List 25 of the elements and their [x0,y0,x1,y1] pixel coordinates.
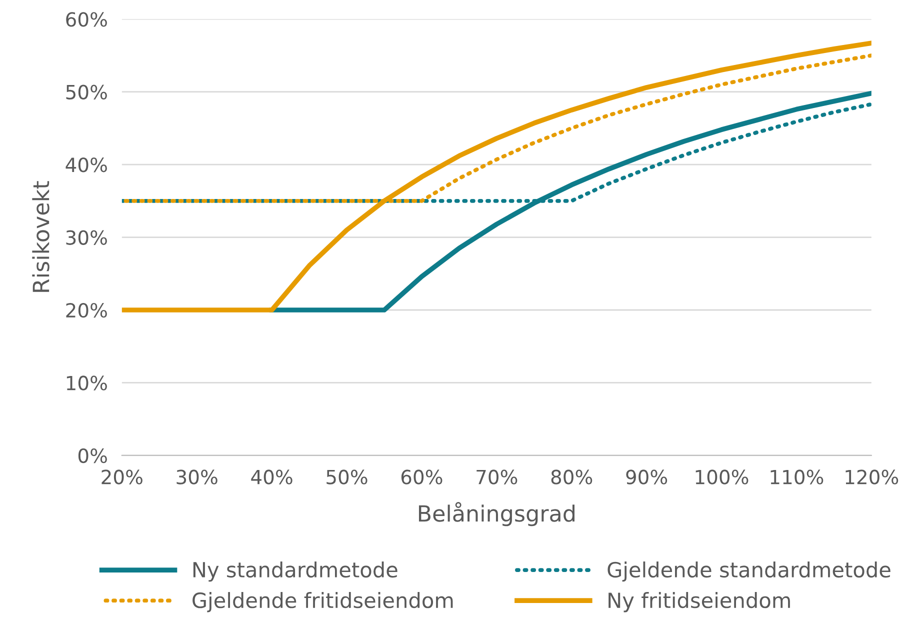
x-tick-label: 40% [251,470,292,484]
y-tick-label: 50% [66,84,107,100]
legend-label: Gjeldende fritidseiendom [192,592,453,612]
legend-label: Gjeldende standardmetode [608,561,890,582]
y-tick-label: 0% [78,448,107,464]
x-tick-label: 110% [770,470,824,484]
y-tick-label: 30% [66,230,107,245]
x-tick-label: 70% [476,470,518,484]
x-tick-label: 50% [326,470,368,484]
line-series [122,40,872,312]
x-tick-label: 20% [102,470,142,484]
legend-label: Ny fritidseiendom [608,592,790,612]
y-tick-label: 20% [66,302,107,318]
y-tick-label: 10% [66,376,107,390]
y-axis-title: Risikovekt [32,181,50,292]
x-tick-label: 80% [551,470,592,484]
x-tick-label: 60% [401,470,442,484]
x-axis-title: Belåningsgrad [418,502,574,526]
x-tick-label: 30% [176,470,218,484]
y-tick-label: 60% [66,12,107,27]
legend-label: Ny standardmetode [193,561,398,582]
y-tick-label: 40% [66,158,107,172]
x-tick-label: 100% [696,470,748,484]
x-tick-label: 120% [846,470,898,484]
x-tick-label: 90% [626,470,668,484]
